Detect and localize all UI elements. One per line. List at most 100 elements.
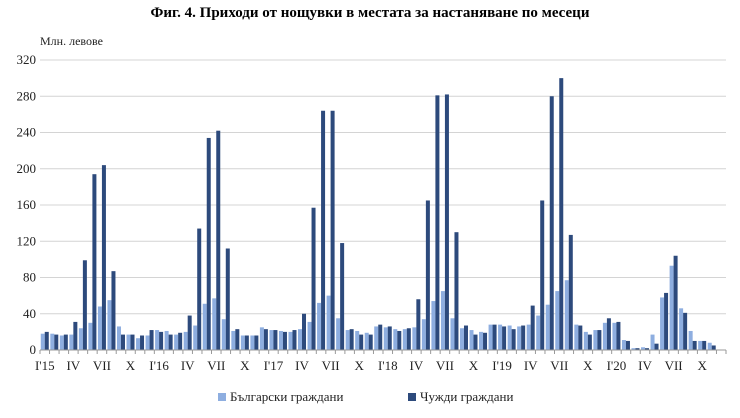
x-tick-label: VII — [322, 358, 340, 373]
x-tick-label: IV — [638, 358, 652, 373]
y-tick-label: 80 — [23, 270, 36, 285]
bar-series-1 — [364, 332, 369, 350]
bar-series-1 — [107, 300, 112, 350]
bar-series-1 — [136, 338, 141, 350]
bar-series-1 — [707, 342, 712, 350]
bar-series-1 — [88, 322, 93, 350]
bar-series-2 — [187, 315, 192, 350]
bar-series-1 — [164, 330, 169, 350]
bar-series-1 — [669, 265, 674, 350]
bar-series-2 — [454, 232, 459, 350]
bar-series-1 — [345, 330, 350, 350]
bar-series-1 — [583, 331, 588, 351]
chart-title: Фиг. 4. Приходи от нощувки в местата за … — [151, 5, 590, 21]
bar-series-2 — [330, 110, 335, 350]
bar-series-2 — [664, 292, 669, 350]
bar-series-1 — [650, 334, 655, 350]
bar-series-1 — [545, 304, 550, 350]
bar-series-1 — [116, 326, 121, 350]
bar-series-2 — [197, 228, 202, 350]
bar-series-2 — [673, 255, 678, 350]
bar-series-1 — [459, 328, 464, 350]
bar-series-2 — [159, 331, 164, 351]
bar-series-2 — [578, 325, 583, 350]
bar-series-1 — [593, 330, 598, 350]
bar-series-2 — [625, 340, 630, 350]
x-tick-label: IV — [409, 358, 423, 373]
bar-series-2 — [568, 234, 573, 350]
bar-series-1 — [231, 330, 236, 350]
legend-swatch-1 — [218, 393, 226, 401]
bar-series-2 — [44, 331, 49, 351]
bar-series-2 — [606, 318, 611, 350]
bar-series-2 — [149, 330, 154, 350]
x-tick-label: VII — [665, 358, 683, 373]
gridlines — [40, 59, 726, 315]
bar-series-1 — [269, 330, 274, 350]
bar-series-2 — [311, 207, 316, 350]
bar-series-1 — [688, 330, 693, 350]
bar-series-2 — [340, 243, 345, 350]
bar-series-2 — [654, 343, 659, 350]
x-tick-label: X — [583, 358, 593, 373]
bar-series-1 — [402, 329, 407, 350]
bar-series-1 — [355, 330, 360, 350]
bar-series-2 — [349, 329, 354, 350]
x-tick-label: IV — [524, 358, 538, 373]
bar-series-2 — [378, 324, 383, 351]
bar-series-2 — [587, 334, 592, 350]
bar-series-2 — [82, 260, 87, 350]
bar-series-1 — [221, 319, 226, 350]
y-axis-ticks: 0 40 80 120 160 200 240 280 320 — [17, 52, 37, 357]
x-tick-label: VII — [550, 358, 568, 373]
bars — [40, 78, 716, 351]
bar-series-1 — [145, 335, 150, 350]
bar-series-2 — [597, 330, 602, 350]
x-tick-label: X — [126, 358, 136, 373]
x-tick-label: I'15 — [35, 358, 55, 373]
x-tick-label: I'16 — [149, 358, 169, 373]
bar-series-1 — [526, 324, 531, 351]
bar-series-1 — [679, 308, 684, 350]
bar-series-1 — [174, 334, 179, 350]
bar-series-1 — [298, 329, 303, 350]
bar-series-2 — [511, 329, 516, 350]
bar-series-2 — [111, 271, 116, 350]
bar-series-2 — [263, 329, 268, 350]
legend-swatch-2 — [408, 393, 416, 401]
bar-series-1 — [212, 298, 217, 350]
bar-series-1 — [421, 319, 426, 350]
bar-series-2 — [416, 299, 421, 350]
bar-series-2 — [387, 326, 392, 350]
bar-series-1 — [488, 324, 493, 351]
x-tick-label: I'19 — [492, 358, 512, 373]
bar-series-1 — [631, 348, 636, 350]
bar-series-2 — [359, 334, 364, 350]
bar-series-1 — [412, 327, 417, 350]
x-tick-label: VII — [436, 358, 454, 373]
bar-series-2 — [368, 334, 373, 350]
x-tick-label: I'18 — [378, 358, 398, 373]
bar-series-2 — [92, 174, 97, 350]
bar-series-2 — [292, 330, 297, 350]
bar-series-2 — [101, 165, 106, 351]
bar-series-1 — [155, 330, 160, 350]
bar-series-1 — [698, 340, 703, 350]
bar-series-2 — [645, 348, 650, 350]
bar-series-1 — [564, 280, 569, 350]
bar-series-2 — [244, 335, 249, 350]
y-tick-label: 240 — [17, 125, 37, 140]
bar-series-2 — [282, 331, 287, 351]
bar-series-1 — [374, 326, 379, 350]
x-tick-label: X — [698, 358, 708, 373]
x-tick-label: I'20 — [607, 358, 627, 373]
legend-label-2: Чужди граждани — [420, 389, 514, 404]
bar-series-1 — [183, 331, 188, 351]
bar-series-2 — [273, 330, 278, 350]
bar-series-1 — [193, 325, 198, 350]
bar-series-2 — [130, 334, 135, 350]
bar-series-1 — [78, 328, 83, 350]
x-tick-label: X — [240, 358, 250, 373]
bar-series-2 — [463, 325, 468, 350]
